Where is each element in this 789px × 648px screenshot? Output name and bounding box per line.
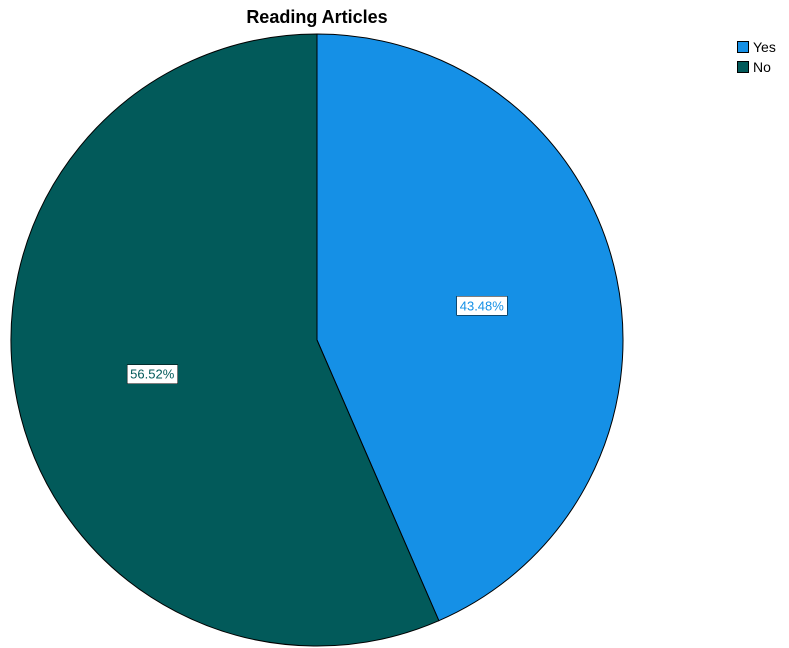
legend-item-yes: Yes <box>737 37 776 57</box>
slice-label-yes: 43.48% <box>456 296 508 316</box>
legend-swatch-yes <box>737 41 749 53</box>
legend-item-no: No <box>737 57 776 77</box>
legend-swatch-no <box>737 61 749 73</box>
legend-label-yes: Yes <box>753 39 776 55</box>
slice-label-text-no: 56.52% <box>130 367 175 382</box>
pie-slice-yes <box>316 33 624 622</box>
legend: Yes No <box>737 37 776 77</box>
slice-label-no: 56.52% <box>126 364 178 384</box>
legend-label-no: No <box>753 59 771 75</box>
slice-label-box-yes <box>456 296 508 316</box>
chart-title: Reading Articles <box>246 7 388 27</box>
slice-label-text-yes: 43.48% <box>460 298 505 313</box>
slice-label-box-no <box>126 364 178 384</box>
pie-slice-no <box>10 33 440 647</box>
